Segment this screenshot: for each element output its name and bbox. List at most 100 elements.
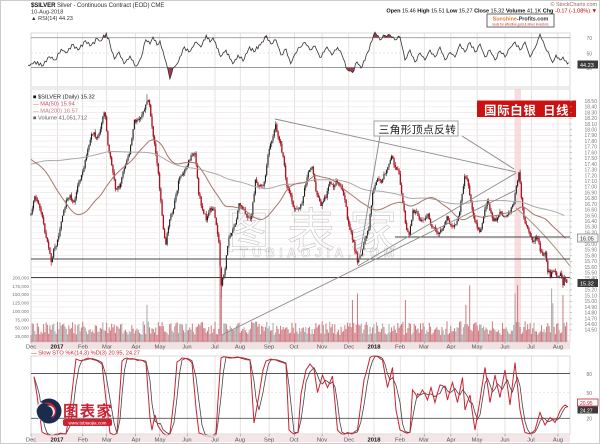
svg-text:Mar: Mar xyxy=(102,437,112,443)
svg-text:150,000: 150,000 xyxy=(12,292,29,297)
svg-text:14.60: 14.60 xyxy=(584,322,597,328)
svg-text:100,000: 100,000 xyxy=(12,309,29,314)
svg-text:May: May xyxy=(155,344,166,350)
svg-text:Jul: Jul xyxy=(527,344,534,350)
svg-text:▲ RSI(14) 44.23: ▲ RSI(14) 44.23 xyxy=(31,16,73,22)
svg-text:18.50: 18.50 xyxy=(584,99,597,105)
svg-text:May: May xyxy=(155,437,166,443)
svg-text:18.40: 18.40 xyxy=(584,105,597,111)
svg-text:2018: 2018 xyxy=(368,344,382,350)
svg-text:Sep: Sep xyxy=(264,344,274,350)
svg-text:Dec: Dec xyxy=(26,437,36,443)
svg-text:24.27: 24.27 xyxy=(580,408,593,414)
svg-text:Oct: Oct xyxy=(289,344,298,350)
svg-text:Jun: Jun xyxy=(500,344,509,350)
svg-text:50: 50 xyxy=(586,391,592,397)
svg-text:20: 20 xyxy=(586,417,592,423)
svg-text:18.10: 18.10 xyxy=(584,122,597,128)
svg-text:17.70: 17.70 xyxy=(584,145,597,151)
svg-text:50: 50 xyxy=(586,51,592,57)
svg-text:14.50: 14.50 xyxy=(584,328,597,334)
svg-text:16.50: 16.50 xyxy=(584,213,597,219)
svg-text:Jun: Jun xyxy=(182,437,191,443)
svg-text:16.40: 16.40 xyxy=(584,219,597,225)
svg-text:Jul: Jul xyxy=(527,437,534,443)
svg-text:17.00: 17.00 xyxy=(584,185,597,191)
svg-text:18.20: 18.20 xyxy=(584,116,597,122)
svg-text:75,000: 75,000 xyxy=(15,317,29,322)
svg-text:15.10: 15.10 xyxy=(584,293,597,299)
svg-text:200,000: 200,000 xyxy=(12,275,29,280)
svg-text:18.00: 18.00 xyxy=(584,128,597,134)
svg-text:$SILVER Silver - Continuous Co: $SILVER Silver - Continuous Contract (EO… xyxy=(31,2,164,9)
svg-text:Apr: Apr xyxy=(131,437,140,443)
svg-text:Jul: Jul xyxy=(211,437,218,443)
svg-text:Feb: Feb xyxy=(395,344,405,350)
svg-text:Aug: Aug xyxy=(553,344,563,350)
svg-text:16.90: 16.90 xyxy=(584,190,597,196)
svg-text:Nov: Nov xyxy=(317,437,327,443)
svg-text:25,000: 25,000 xyxy=(15,334,29,339)
svg-text:17.80: 17.80 xyxy=(584,139,597,145)
svg-text:15.50: 15.50 xyxy=(584,271,597,277)
svg-text:15.32: 15.32 xyxy=(580,282,594,288)
svg-text:Mar: Mar xyxy=(102,344,112,350)
svg-text:www.tubiaojia.com: www.tubiaojia.com xyxy=(68,420,106,425)
svg-text:14.70: 14.70 xyxy=(584,316,597,322)
svg-text:Nov: Nov xyxy=(317,344,327,350)
svg-text:— MA(50) 15.94: — MA(50) 15.94 xyxy=(33,102,75,108)
svg-text:tools for effective gold & sil: tools for effective gold & silver invest… xyxy=(493,22,549,26)
svg-text:10-Aug-2018: 10-Aug-2018 xyxy=(31,10,63,16)
svg-text:16.20: 16.20 xyxy=(584,231,597,237)
svg-text:Jun: Jun xyxy=(182,344,191,350)
svg-text:Feb: Feb xyxy=(395,437,405,443)
svg-text:18.30: 18.30 xyxy=(584,110,597,116)
svg-text:70: 70 xyxy=(586,36,592,42)
svg-text:Oct: Oct xyxy=(289,437,298,443)
svg-text:Sunshine-Profits.com: Sunshine-Profits.com xyxy=(493,17,549,23)
svg-text:15.00: 15.00 xyxy=(584,299,597,305)
svg-text:80: 80 xyxy=(586,372,592,378)
svg-text:15.90: 15.90 xyxy=(584,248,597,254)
svg-text:Jul: Jul xyxy=(211,344,218,350)
svg-text:© StockCharts.com: © StockCharts.com xyxy=(550,1,597,8)
svg-text:30: 30 xyxy=(586,66,592,72)
svg-text:Apr: Apr xyxy=(446,437,455,443)
svg-text:Open 15.46 High 15.51 Low 15.2: Open 15.46 High 15.51 Low 15.27 Close 15… xyxy=(386,9,597,15)
svg-text:— MA(200) 16.57: — MA(200) 16.57 xyxy=(33,109,78,115)
svg-text:15.60: 15.60 xyxy=(584,265,597,271)
svg-text:Dec: Dec xyxy=(344,344,354,350)
svg-text:May: May xyxy=(472,437,483,443)
svg-text:Apr: Apr xyxy=(446,344,455,350)
svg-text:15.70: 15.70 xyxy=(584,259,597,265)
svg-text:Aug: Aug xyxy=(553,437,563,443)
svg-text:17.30: 17.30 xyxy=(584,168,597,174)
svg-text:17.60: 17.60 xyxy=(584,150,597,156)
svg-text:May: May xyxy=(472,344,483,350)
svg-text:Dec: Dec xyxy=(26,344,36,350)
svg-text:15.20: 15.20 xyxy=(584,288,597,294)
svg-text:2017: 2017 xyxy=(51,437,64,443)
svg-text:14.80: 14.80 xyxy=(584,311,597,317)
svg-text:17.50: 17.50 xyxy=(584,156,597,162)
svg-text:Aug: Aug xyxy=(235,437,245,443)
svg-text:TUBIAOJIA.COM: TUBIAOJIA.COM xyxy=(240,246,399,260)
svg-text:Apr: Apr xyxy=(131,344,140,350)
svg-text:50,000: 50,000 xyxy=(15,326,29,331)
svg-text:16.00: 16.00 xyxy=(584,242,597,248)
svg-text:16.60: 16.60 xyxy=(584,208,597,214)
svg-text:Feb: Feb xyxy=(78,344,88,350)
svg-text:17.90: 17.90 xyxy=(584,133,597,139)
svg-text:Mar: Mar xyxy=(419,437,429,443)
svg-text:20.95: 20.95 xyxy=(580,401,593,407)
svg-text:17.40: 17.40 xyxy=(584,162,597,168)
svg-text:Aug: Aug xyxy=(235,344,245,350)
svg-text:Jun: Jun xyxy=(500,437,509,443)
svg-text:16.30: 16.30 xyxy=(584,225,597,231)
svg-text:16.70: 16.70 xyxy=(584,202,597,208)
svg-text:Mar: Mar xyxy=(419,344,429,350)
svg-text:■ Volume 41,051,712: ■ Volume 41,051,712 xyxy=(33,116,87,122)
svg-text:Sep: Sep xyxy=(264,437,274,443)
svg-text:14.90: 14.90 xyxy=(584,305,597,311)
svg-text:15.80: 15.80 xyxy=(584,253,597,259)
